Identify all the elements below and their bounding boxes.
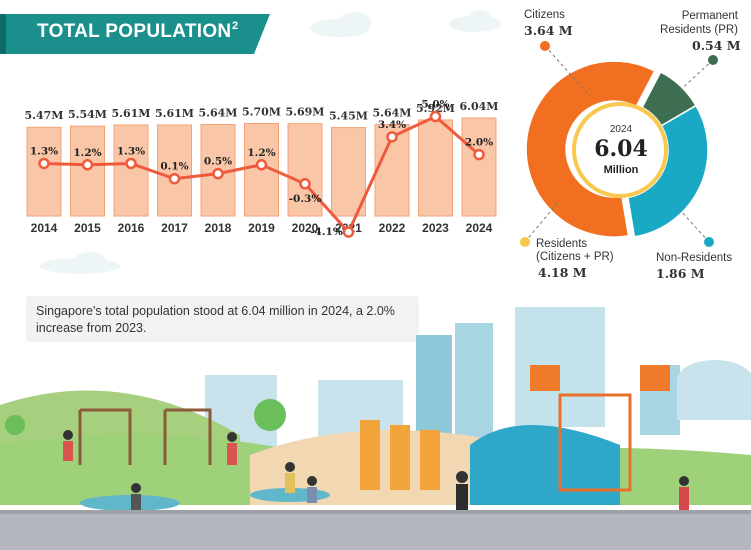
bar-value-label: 5.64M	[199, 106, 238, 119]
population-donut-chart	[525, 62, 709, 238]
donut-center	[577, 107, 663, 193]
growth-label: 0.1%	[160, 161, 188, 173]
residents-value: 4.18 M	[538, 265, 587, 280]
x-tick-label: 2019	[248, 221, 275, 235]
non-residents-label: Non-Residents	[656, 252, 733, 264]
x-tick-label: 2024	[466, 221, 493, 235]
bar-2020	[287, 123, 323, 217]
x-tick-label: 2022	[379, 221, 406, 235]
citizens-label: Citizens	[524, 9, 565, 21]
page-title: TOTAL POPULATION	[37, 21, 232, 42]
donut-center-year: 2024	[609, 124, 633, 135]
bar-value-label: 5.61M	[112, 107, 151, 120]
growth-label: 1.3%	[117, 145, 145, 157]
bar-value-label: 5.61M	[155, 107, 194, 120]
people-figures	[63, 430, 689, 516]
growth-label: -4.1%	[310, 226, 343, 238]
x-tick-label: 2020	[292, 221, 319, 235]
pr-value: 0.54 M	[692, 38, 741, 53]
bar-value-label: 6.04M	[460, 100, 499, 113]
growth-label: 0.5%	[204, 156, 232, 168]
slide-1	[360, 420, 380, 490]
x-tick-label: 2023	[422, 221, 449, 235]
growth-point	[125, 157, 137, 170]
pavement-edge	[0, 510, 751, 514]
bar-2023	[418, 119, 453, 217]
play-tower-2	[640, 365, 670, 391]
x-tick-label: 2015	[74, 221, 101, 235]
tree-icon-2	[5, 415, 25, 435]
growth-label: 5.0%	[421, 99, 449, 111]
caption-text: Singapore's total population stood at 6.…	[36, 304, 395, 335]
growth-label: 1.2%	[73, 147, 101, 159]
growth-point	[429, 110, 442, 123]
growth-label: 3.4%	[378, 119, 406, 131]
bar-value-label: 5.69M	[286, 106, 325, 119]
cloud-icon-3	[40, 252, 120, 274]
growth-point	[255, 159, 268, 171]
growth-point	[342, 226, 355, 238]
growth-label: 1.3%	[30, 145, 58, 157]
tree-icon	[254, 399, 286, 431]
growth-point	[168, 172, 181, 185]
growth-point	[38, 157, 50, 170]
growth-point	[299, 178, 311, 190]
x-tick-label: 2016	[118, 221, 145, 235]
slide-2	[390, 425, 410, 490]
bar-value-label: 5.45M	[329, 110, 368, 123]
donut-center-unit: Million	[603, 164, 639, 176]
bar-value-label: 5.92M	[416, 102, 455, 115]
residents-label-line1: Residents	[536, 238, 588, 250]
growth-label: -0.3%	[289, 193, 322, 205]
bar-2017	[157, 124, 192, 217]
title-footnote: 2	[232, 20, 239, 32]
bar-value-label: 5.64M	[373, 106, 412, 119]
residents-ring	[572, 102, 668, 198]
pr-label: Permanent Residents (PR)	[660, 10, 738, 36]
x-tick-label: 2017	[161, 221, 188, 235]
growth-point	[212, 167, 224, 180]
climbing-net	[558, 393, 632, 492]
residents-label-line2: (Citizens + PR)	[536, 251, 614, 263]
growth-label: 2.0%	[465, 137, 493, 149]
growth-label: 1.2%	[247, 147, 275, 159]
swing-frame	[78, 408, 132, 465]
bar-2014	[26, 126, 62, 217]
bar-2024	[461, 117, 497, 217]
bar-2016	[113, 124, 149, 217]
growth-point	[473, 148, 485, 161]
title-banner	[0, 14, 270, 54]
slide-3	[420, 430, 440, 490]
bar-2015	[70, 125, 105, 217]
citizens-value: 3.64 M	[524, 23, 573, 38]
bar-2021	[331, 127, 366, 217]
cloud-icon-2	[449, 10, 501, 32]
cloud-icon	[310, 12, 371, 37]
x-tick-label: 2018	[205, 221, 232, 235]
park-illustration	[0, 307, 751, 550]
bar-value-label: 5.70M	[242, 106, 281, 119]
banner-shape	[0, 14, 270, 54]
population-bar-chart: 5.47M 2014 5.54M 2015 5.61M 2016 5.61M 2017 5.64…	[25, 99, 499, 239]
swing-frame-2	[163, 408, 212, 465]
bar-value-label: 5.54M	[68, 108, 107, 121]
non-residents-value: 1.86 M	[656, 266, 705, 281]
play-dome	[470, 425, 620, 505]
x-tick-label: 2014	[31, 221, 58, 235]
growth-point	[386, 131, 398, 143]
play-tower	[530, 365, 560, 391]
donut-center-total: 6.04	[594, 136, 648, 162]
pavement	[0, 510, 751, 550]
growth-point	[81, 159, 94, 171]
pond	[80, 495, 180, 511]
caption-box: Singapore's total population stood at 6.…	[26, 296, 419, 342]
bar-value-label: 5.47M	[25, 109, 64, 122]
citizens-dot	[540, 41, 550, 51]
